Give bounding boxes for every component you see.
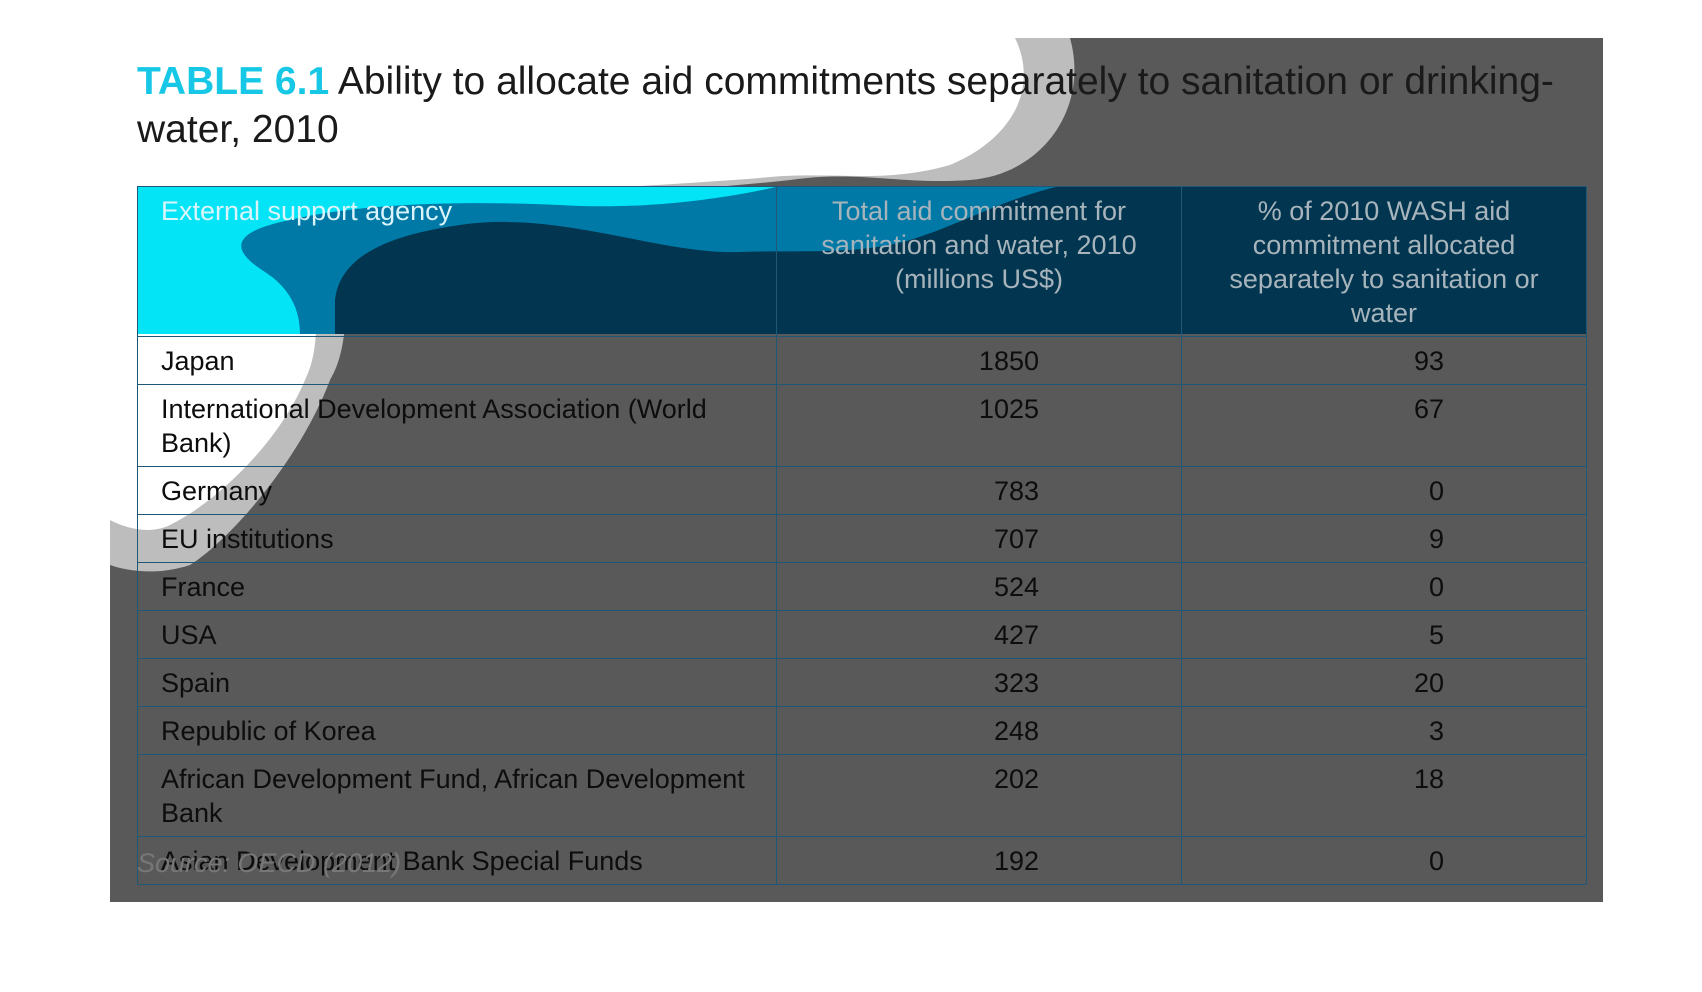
percent-cell: 20 [1181, 658, 1587, 707]
agency-cell: France [137, 562, 777, 611]
total-cell: 524 [776, 562, 1182, 611]
table-row: Germany 783 0 [137, 466, 1587, 515]
total-cell: 192 [776, 836, 1182, 885]
percent-cell: 5 [1181, 610, 1587, 659]
table-row: Spain 323 20 [137, 658, 1587, 707]
total-cell: 1025 [776, 384, 1182, 467]
total-cell: 1850 [776, 336, 1182, 385]
agency-cell: International Development Association (W… [137, 384, 777, 467]
aid-commitment-table: External support agency Total aid commit… [137, 186, 1587, 885]
table-row: USA 427 5 [137, 610, 1587, 659]
column-header-percent: % of 2010 WASH aid commitment allocated … [1181, 186, 1587, 337]
percent-cell: 18 [1181, 754, 1587, 837]
source-note: Source: OECD (2012) [137, 848, 402, 878]
table-row: Republic of Korea 248 3 [137, 706, 1587, 755]
table-row: African Development Fund, African Develo… [137, 754, 1587, 837]
table-header-row: External support agency Total aid commit… [137, 186, 1587, 337]
percent-cell: 0 [1181, 562, 1587, 611]
table-title: TABLE 6.1 Ability to allocate aid commit… [137, 58, 1597, 154]
table-number-label: TABLE 6.1 [137, 60, 330, 103]
column-header-total: Total aid commitment for sanitation and … [776, 186, 1182, 337]
percent-cell: 0 [1181, 466, 1587, 515]
agency-cell: Asian Development Bank Special Funds [137, 836, 777, 885]
percent-cell: 67 [1181, 384, 1587, 467]
agency-cell: EU institutions [137, 514, 777, 563]
agency-cell: Spain [137, 658, 777, 707]
total-cell: 323 [776, 658, 1182, 707]
total-cell: 202 [776, 754, 1182, 837]
table-row: Asian Development Bank Special Funds 192… [137, 836, 1587, 885]
total-cell: 427 [776, 610, 1182, 659]
table-row: France 524 0 [137, 562, 1587, 611]
agency-cell: USA [137, 610, 777, 659]
table-row: EU institutions 707 9 [137, 514, 1587, 563]
percent-cell: 3 [1181, 706, 1587, 755]
column-header-agency: External support agency [137, 186, 777, 337]
agency-cell: Germany [137, 466, 777, 515]
table-title-text: Ability to allocate aid commitments sepa… [137, 60, 1554, 151]
percent-cell: 93 [1181, 336, 1587, 385]
total-cell: 783 [776, 466, 1182, 515]
white-blob-shape [110, 38, 1024, 530]
table-row: Japan 1850 93 [137, 336, 1587, 385]
agency-cell: African Development Fund, African Develo… [137, 754, 777, 837]
percent-cell: 0 [1181, 836, 1587, 885]
percent-cell: 9 [1181, 514, 1587, 563]
agency-cell: Republic of Korea [137, 706, 777, 755]
table-row: International Development Association (W… [137, 384, 1587, 467]
total-cell: 248 [776, 706, 1182, 755]
total-cell: 707 [776, 514, 1182, 563]
agency-cell: Japan [137, 336, 777, 385]
